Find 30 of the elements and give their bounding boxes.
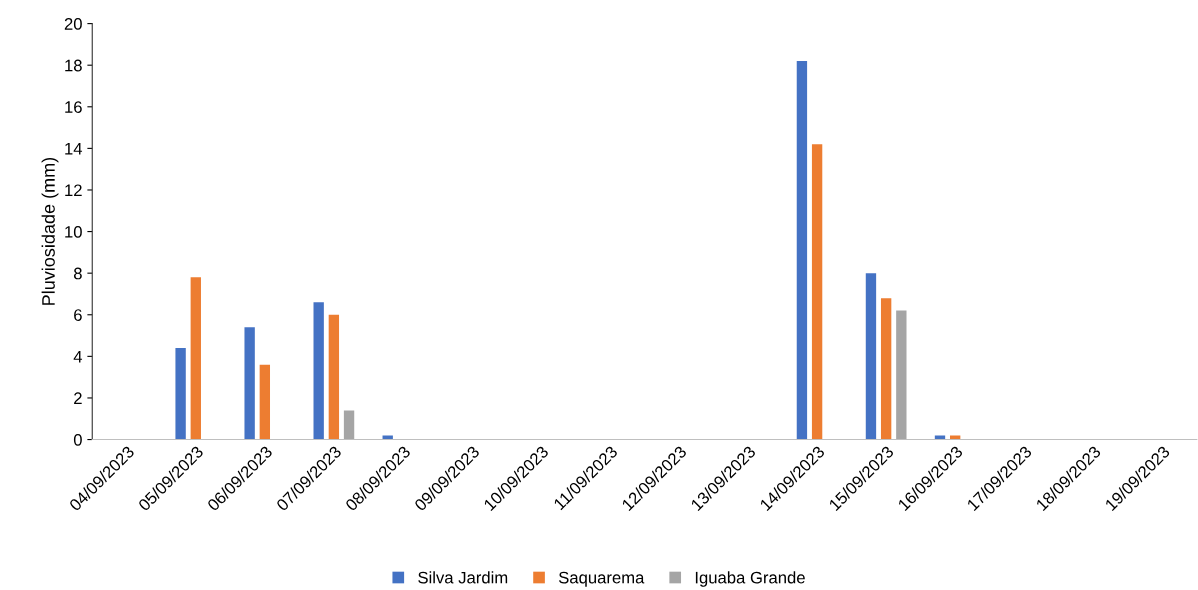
- bar: [343, 410, 355, 440]
- bar: [190, 277, 201, 440]
- legend-label: Silva Jardim: [418, 571, 508, 584]
- bar: [811, 144, 823, 440]
- y-tick-label: 4: [73, 350, 83, 363]
- y-tick-label: 18: [65, 59, 82, 72]
- y-axis-title: Pluviosidade (mm): [41, 157, 59, 305]
- y-tick-label: 6: [74, 309, 82, 321]
- legend-label: Saquarema: [558, 571, 645, 587]
- bar: [950, 435, 961, 440]
- y-tick-label: 0: [73, 433, 82, 446]
- y-tick-label: 14: [65, 142, 83, 155]
- bar: [896, 310, 907, 440]
- legend-label: Iguaba Grande: [695, 571, 805, 587]
- bar: [880, 298, 892, 440]
- y-tick-label: 20: [64, 18, 82, 30]
- bar: [259, 364, 271, 440]
- y-tick-label: 8: [73, 267, 82, 280]
- bar: [865, 273, 877, 440]
- y-tick-label: 16: [65, 101, 82, 113]
- bar: [796, 61, 808, 440]
- bar: [244, 327, 255, 440]
- y-tick-label: 2: [74, 392, 82, 404]
- bar: [313, 302, 324, 440]
- bar: [382, 435, 393, 440]
- y-tick-label: 10: [65, 225, 82, 238]
- bar: [328, 314, 340, 440]
- bar: [934, 435, 946, 440]
- y-tick-label: 12: [65, 184, 82, 197]
- bar: [175, 348, 186, 440]
